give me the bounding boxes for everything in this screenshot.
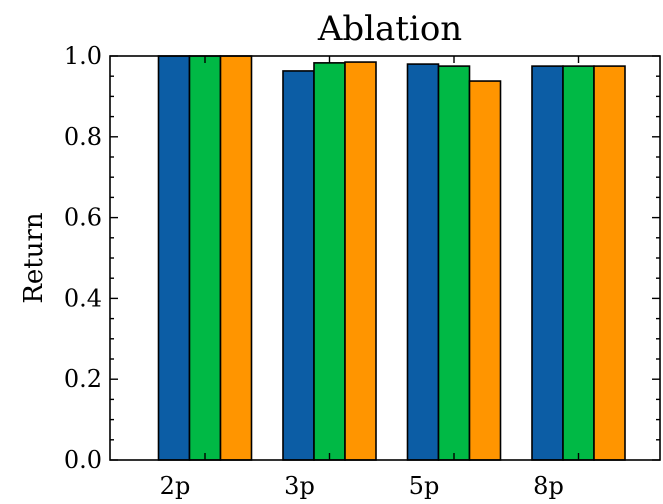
y-tick-label: 1.0	[64, 42, 102, 70]
x-tick-label: 2p	[160, 472, 191, 500]
bar-8p-series-2	[562, 65, 595, 461]
x-tick-label: 3p	[284, 472, 315, 500]
ticks-group: 2p 3p 5p 8p 0.0 0.2 0.4 0.6 0.8 1.0	[64, 42, 660, 500]
y-tick-label: 0.4	[64, 284, 102, 312]
bar-8p-series-1	[531, 65, 564, 461]
bar-5p-series-1	[406, 63, 440, 461]
x-tick-label: 8p	[533, 472, 564, 500]
bar-5p-series-3	[468, 80, 502, 461]
chart-title: Ablation	[317, 9, 462, 49]
y-axis-label: Return	[19, 212, 49, 304]
bars-group	[157, 55, 626, 461]
bar-5p-series-2	[437, 65, 471, 461]
y-tick-label: 0.8	[64, 123, 102, 151]
bar-3p-series-1	[282, 70, 315, 461]
bar-2p-series-1	[157, 55, 191, 461]
bar-2p-series-3	[219, 55, 253, 461]
bar-8p-series-3	[593, 65, 626, 461]
bar-3p-series-2	[313, 62, 346, 461]
bar-3p-series-3	[344, 61, 377, 461]
y-tick-label: 0.0	[64, 446, 102, 474]
x-tick-label: 5p	[409, 472, 440, 500]
y-tick-label: 0.6	[64, 204, 102, 232]
y-tick-label: 0.2	[64, 365, 102, 393]
plot-frame	[109, 55, 661, 461]
bar-2p-series-2	[188, 55, 222, 461]
